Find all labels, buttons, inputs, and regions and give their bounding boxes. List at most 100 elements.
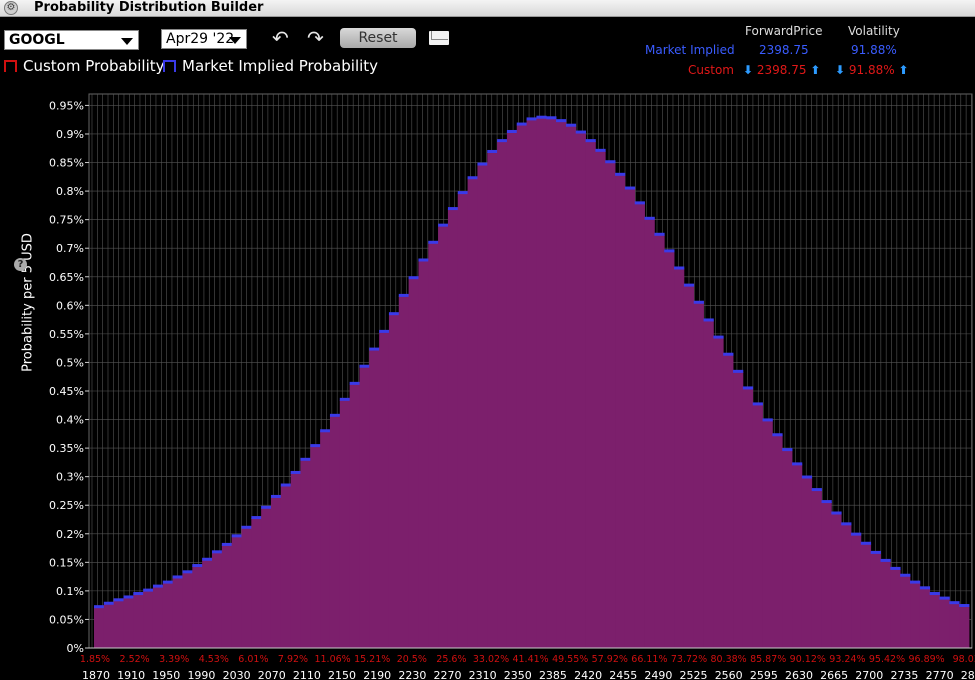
y-tick-label: 0.45% <box>49 385 84 398</box>
expiry-value: Apr29 '22 <box>166 31 235 47</box>
cumulative-label: 2.52% <box>120 654 150 665</box>
mail-icon[interactable] <box>429 31 449 45</box>
y-tick-label: 0.7% <box>56 242 84 255</box>
help-icon[interactable]: ? <box>14 258 27 271</box>
x-tick-label: 2230 <box>398 669 426 680</box>
cumulative-label: 95.42% <box>869 654 905 665</box>
market-bar-cap <box>536 115 547 119</box>
market-bar-cap <box>516 122 527 126</box>
legend-custom[interactable]: Custom Probability <box>4 57 165 75</box>
market-bar-cap <box>339 397 351 401</box>
bar <box>290 472 301 648</box>
bar <box>919 588 931 648</box>
custom-volatility[interactable]: 91.88% <box>848 63 895 77</box>
market-bar-cap <box>762 418 773 422</box>
expiry-select[interactable]: Apr29 '22 <box>161 29 247 49</box>
cumulative-label: 90.12% <box>790 654 826 665</box>
market-bar-cap <box>280 483 292 487</box>
bar <box>241 527 252 648</box>
y-tick-label: 0.85% <box>49 157 84 170</box>
x-tick-label: 2630 <box>785 669 813 680</box>
market-bar-cap <box>143 588 154 592</box>
bar <box>536 117 547 648</box>
market-bar-cap <box>369 347 380 351</box>
y-tick-label: 0.5% <box>56 356 84 369</box>
symbol-value: GOOGL <box>9 32 65 48</box>
forward-header: ForwardPrice <box>745 24 823 38</box>
bar <box>123 597 134 648</box>
bar <box>408 278 419 648</box>
bar <box>270 496 282 648</box>
market-bar-cap <box>664 249 675 253</box>
x-tick-label: 2385 <box>539 669 567 680</box>
bar <box>143 590 154 648</box>
bar <box>418 260 429 648</box>
market-bar-cap <box>251 516 262 520</box>
volatility-up-icon[interactable]: ⬆ <box>898 63 909 77</box>
market-bar-cap <box>556 119 567 123</box>
market-bar-cap <box>202 557 213 561</box>
bar <box>477 164 488 649</box>
cumulative-label: 98.03 <box>953 654 975 665</box>
bar <box>674 268 685 648</box>
bar <box>280 485 292 648</box>
cumulative-label: 11.06% <box>314 654 350 665</box>
y-tick-label: 0.4% <box>56 414 84 427</box>
market-bar-cap <box>457 191 468 195</box>
market-bar-cap <box>270 494 282 498</box>
cumulative-label: 96.89% <box>908 654 944 665</box>
bar <box>94 607 105 648</box>
legend-market-label: Market Implied Probability <box>182 57 379 75</box>
bar <box>133 594 144 648</box>
bar <box>634 203 645 648</box>
redo-icon[interactable]: ↷ <box>307 26 324 50</box>
bar <box>713 337 724 648</box>
market-bar-cap <box>428 240 439 244</box>
symbol-select[interactable]: GOOGL <box>4 30 139 50</box>
bar <box>910 582 921 648</box>
x-tick-label: 2700 <box>855 669 883 680</box>
market-bar-cap <box>123 595 134 599</box>
cumulative-label: 4.53% <box>199 654 229 665</box>
volatility-down-icon[interactable]: ⬇ <box>835 63 846 77</box>
market-bar-cap <box>605 160 616 164</box>
bar <box>320 431 331 648</box>
market-bar-cap <box>94 605 105 609</box>
bar <box>762 420 773 648</box>
market-bar-cap <box>379 329 390 333</box>
bar <box>644 218 655 648</box>
market-bar-cap <box>683 283 695 287</box>
bar <box>162 582 174 648</box>
forward-down-icon[interactable]: ⬇ <box>743 63 754 77</box>
bar <box>497 141 508 649</box>
market-bar-cap <box>792 462 803 466</box>
market-bar-cap <box>585 139 596 143</box>
bar <box>654 234 665 648</box>
bar <box>369 349 380 648</box>
bar <box>615 174 626 648</box>
bar <box>172 577 183 648</box>
legend-market[interactable]: Market Implied Probability <box>163 57 378 75</box>
cumulative-label: 80.38% <box>710 654 746 665</box>
x-tick-label: 2110 <box>293 669 321 680</box>
forward-up-icon[interactable]: ⬆ <box>810 63 821 77</box>
bar <box>388 314 400 648</box>
custom-forward[interactable]: 2398.75 <box>756 63 807 77</box>
x-tick-label: 2560 <box>715 669 743 680</box>
market-bar-cap <box>772 433 783 437</box>
window-menu-icon[interactable]: ⚙ <box>4 1 18 15</box>
reset-button[interactable]: Reset <box>340 28 416 48</box>
bar <box>664 251 675 648</box>
custom-swatch-icon <box>4 60 17 72</box>
cumulative-label: 25.6% <box>436 654 466 665</box>
undo-icon[interactable]: ↶ <box>272 26 289 50</box>
bar <box>202 559 213 648</box>
x-tick-label: 2665 <box>820 669 848 680</box>
bar <box>703 320 714 648</box>
bar <box>851 534 862 648</box>
bar <box>890 568 901 648</box>
chevron-down-icon <box>121 38 133 45</box>
bar <box>565 125 577 648</box>
y-tick-label: 0.95% <box>49 99 84 112</box>
